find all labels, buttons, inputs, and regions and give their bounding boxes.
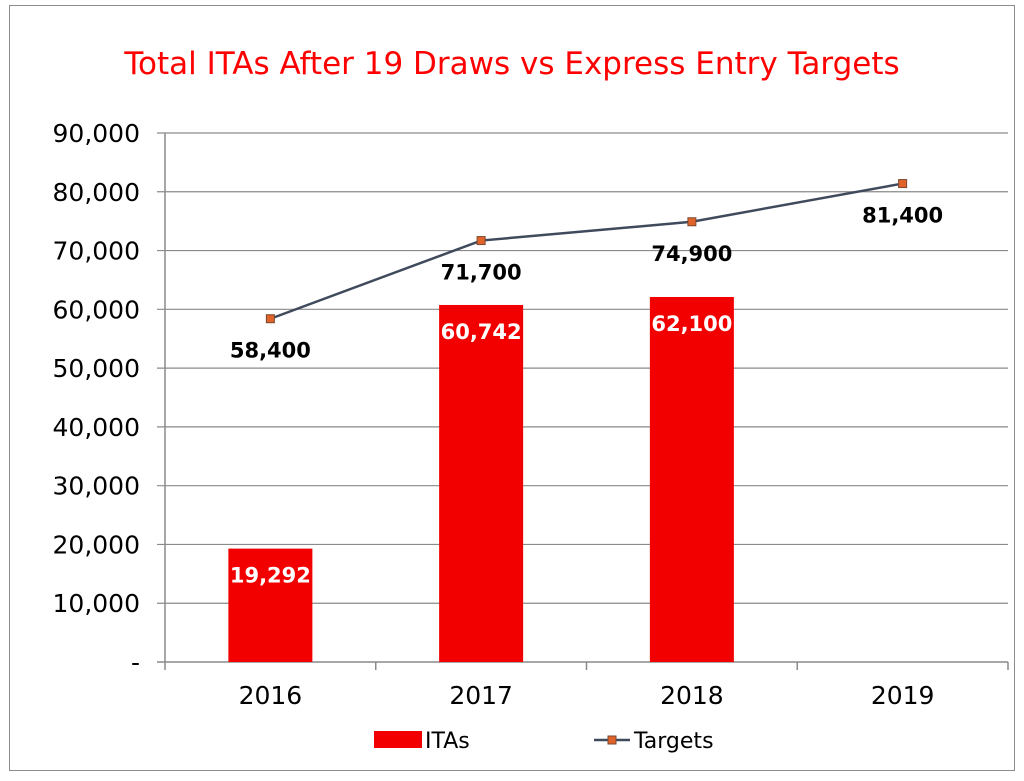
y-tick-label: 20,000 <box>53 530 140 559</box>
legend-itas-label: ITAs <box>425 729 470 754</box>
y-tick-label: 50,000 <box>53 354 140 383</box>
y-tick-label: 10,000 <box>53 589 140 618</box>
targets-marker <box>265 314 275 324</box>
legend-itas-swatch <box>374 731 422 748</box>
legend-targets-label: Targets <box>633 729 714 754</box>
targets-line <box>269 182 903 320</box>
y-tick-label: 40,000 <box>53 413 140 442</box>
x-tick-label: 2016 <box>239 681 303 710</box>
chart-title: Total ITAs After 19 Draws vs Express Ent… <box>124 46 900 82</box>
bar-data-label: 62,100 <box>651 312 732 336</box>
targets-marker <box>898 179 908 189</box>
line-data-label: 74,900 <box>651 242 732 266</box>
x-tick-label: 2019 <box>871 681 935 710</box>
y-tick-label: 30,000 <box>53 472 140 501</box>
y-tick-label: 60,000 <box>53 295 140 324</box>
y-tick-label: 90,000 <box>53 119 140 148</box>
bar-itas-2018 <box>649 296 734 662</box>
bar-itas-2017 <box>439 304 524 662</box>
x-tick-label: 2017 <box>449 681 513 710</box>
line-data-label: 58,400 <box>230 339 311 363</box>
bar-itas-2016 <box>228 548 313 662</box>
y-tick-label: - <box>131 648 140 677</box>
line-data-label: 81,400 <box>862 204 943 228</box>
targets-marker <box>687 217 697 227</box>
bar-data-label: 60,742 <box>441 320 522 344</box>
y-tick-label: 80,000 <box>53 178 140 207</box>
line-data-label: 71,700 <box>441 261 522 285</box>
y-tick-label: 70,000 <box>53 237 140 266</box>
targets-marker <box>476 236 486 246</box>
legend-targets-marker <box>607 735 617 745</box>
chart-frame <box>9 5 1015 771</box>
x-tick-label: 2018 <box>660 681 724 710</box>
bar-data-label: 19,292 <box>230 564 311 588</box>
